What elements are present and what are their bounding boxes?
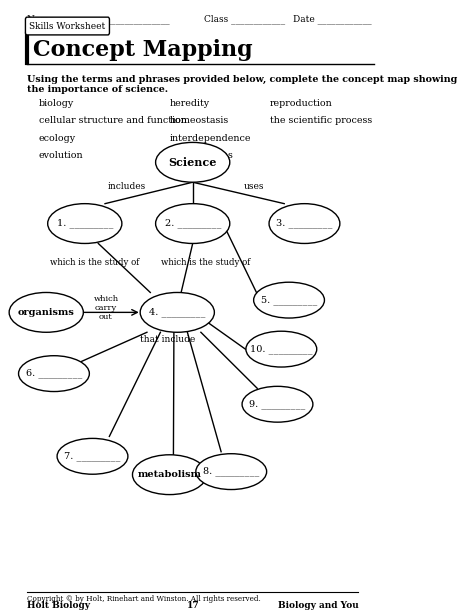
- Text: that include: that include: [140, 335, 195, 345]
- Ellipse shape: [48, 204, 122, 243]
- Ellipse shape: [132, 455, 207, 495]
- Text: includes: includes: [108, 182, 146, 191]
- Ellipse shape: [269, 204, 340, 243]
- Ellipse shape: [140, 292, 214, 332]
- Text: Copyright © by Holt, Rinehart and Winston. All rights reserved.: Copyright © by Holt, Rinehart and Winsto…: [27, 595, 261, 603]
- Text: 4. _________: 4. _________: [149, 308, 205, 317]
- Ellipse shape: [9, 292, 83, 332]
- Text: 10. _________: 10. _________: [250, 345, 312, 354]
- Text: Holt Biology: Holt Biology: [27, 601, 90, 611]
- Text: 1. _________: 1. _________: [56, 219, 113, 229]
- Text: evolution: evolution: [38, 151, 83, 159]
- FancyBboxPatch shape: [26, 17, 109, 35]
- Text: the importance of science.: the importance of science.: [27, 85, 168, 94]
- Text: Science: Science: [168, 157, 217, 168]
- Text: 9. _________: 9. _________: [249, 400, 306, 409]
- Text: 6. _________: 6. _________: [26, 369, 82, 378]
- Text: 8. _________: 8. _________: [203, 466, 259, 476]
- Text: which is the study of: which is the study of: [50, 257, 139, 267]
- Ellipse shape: [155, 142, 230, 182]
- Text: Skills Worksheet: Skills Worksheet: [29, 21, 106, 31]
- Text: interdependence: interdependence: [170, 134, 251, 143]
- Text: uses: uses: [244, 182, 264, 191]
- Text: Concept Mapping: Concept Mapping: [33, 39, 252, 61]
- Text: Class ____________: Class ____________: [204, 14, 285, 24]
- Ellipse shape: [57, 438, 128, 474]
- Text: heredity: heredity: [170, 99, 210, 109]
- Text: homeostasis: homeostasis: [170, 116, 229, 126]
- Text: 5. _________: 5. _________: [261, 295, 317, 305]
- Text: organisms: organisms: [18, 308, 75, 317]
- Text: metabolism: metabolism: [137, 470, 201, 479]
- Ellipse shape: [155, 204, 230, 243]
- Ellipse shape: [18, 356, 90, 392]
- Text: which
carry
out: which carry out: [93, 295, 118, 321]
- Text: reproduction: reproduction: [270, 99, 333, 109]
- Text: ecology: ecology: [38, 134, 76, 143]
- Ellipse shape: [254, 282, 324, 318]
- Text: 3. _________: 3. _________: [276, 219, 333, 229]
- Text: life functions: life functions: [170, 151, 232, 159]
- Text: the scientific process: the scientific process: [270, 116, 372, 126]
- Text: Using the terms and phrases provided below, complete the concept map showing: Using the terms and phrases provided bel…: [27, 75, 457, 84]
- Text: 2. _________: 2. _________: [164, 219, 221, 229]
- Ellipse shape: [242, 386, 313, 422]
- Text: Name _________________________: Name _________________________: [27, 14, 170, 24]
- Text: biology: biology: [38, 99, 74, 109]
- Text: Biology and You: Biology and You: [278, 601, 358, 611]
- Text: 7. _________: 7. _________: [64, 451, 121, 461]
- Ellipse shape: [196, 454, 267, 490]
- Text: which is the study of: which is the study of: [162, 257, 251, 267]
- Text: 17: 17: [186, 601, 199, 611]
- Ellipse shape: [246, 331, 317, 367]
- Text: cellular structure and function: cellular structure and function: [38, 116, 186, 126]
- Text: Date ____________: Date ____________: [293, 14, 372, 24]
